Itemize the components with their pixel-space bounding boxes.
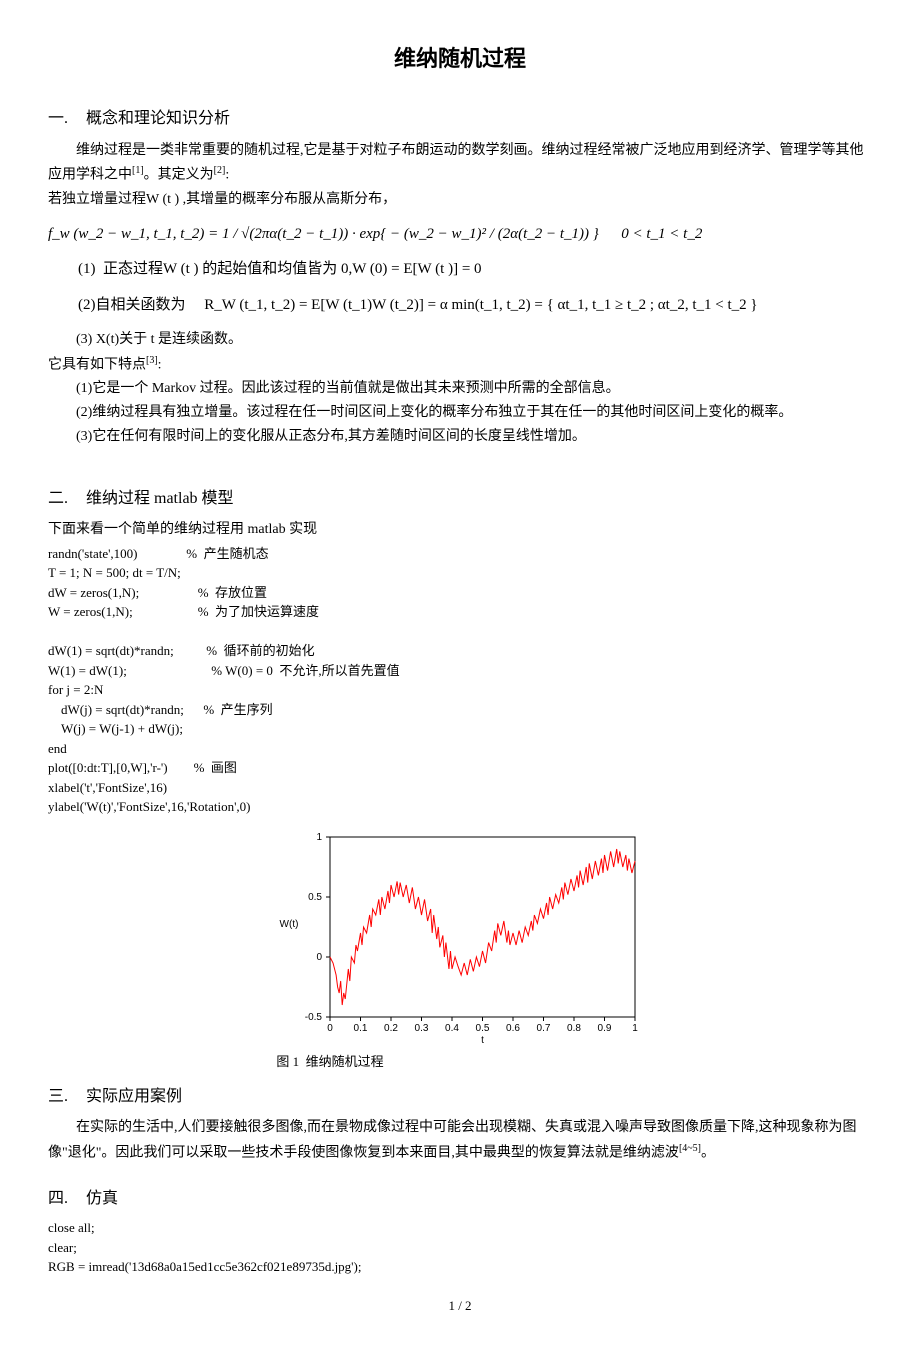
sec1-item3: (3) X(t)关于 t 是连续函数。: [48, 328, 872, 352]
ref-1: [1]: [132, 165, 144, 176]
svg-text:0.4: 0.4: [445, 1023, 459, 1034]
section-4-title: 仿真: [86, 1190, 118, 1207]
sec3-p1a: 在实际的生活中,人们要接触很多图像,而在景物成像过程中可能会出现模糊、失真或混入…: [48, 1120, 857, 1160]
sec3-p1b: 。: [701, 1145, 715, 1160]
figure-1-caption: 图 1 维纳随机过程: [48, 1051, 872, 1073]
section-1-num: 一.: [48, 105, 82, 132]
svg-text:1: 1: [632, 1023, 638, 1034]
wiener-chart: 0 0.1 0.2 0.3 0.4 0.5 0.6 0.7 0.8 0.9 1 -0.5 0 0.5 1 t W…: [48, 827, 872, 1047]
ref-2: [2]: [214, 165, 226, 176]
sec3-para1: 在实际的生活中,人们要接触很多图像,而在景物成像过程中可能会出现模糊、失真或混入…: [48, 1116, 872, 1165]
sec1-para1: 维纳过程是一类非常重要的随机过程,它是基于对粒子布朗运动的数学刻画。维纳过程经常…: [48, 139, 872, 188]
svg-text:0.2: 0.2: [384, 1023, 398, 1034]
sec1-para2: 若独立增量过程W (t ) ,其增量的概率分布服从高斯分布，: [48, 188, 872, 212]
matlab-code-2: close all; clear; RGB = imread('13d68a0a…: [48, 1218, 872, 1277]
sec1-feat3: (3)它在任何有限时间上的变化服从正态分布,其方差随时间区间的长度呈线性增加。: [48, 425, 872, 449]
svg-text:0.5: 0.5: [476, 1023, 490, 1034]
svg-text:1: 1: [316, 832, 322, 843]
section-4-num: 四.: [48, 1185, 82, 1212]
svg-text:-0.5: -0.5: [305, 1012, 323, 1023]
svg-text:0: 0: [316, 952, 322, 963]
section-2-heading: 二. 维纳过程 matlab 模型: [48, 485, 872, 512]
svg-text:0.9: 0.9: [598, 1023, 612, 1034]
page-number: 1 / 2: [48, 1295, 872, 1317]
sec1-p1c: :: [225, 168, 229, 183]
ref-3: [3]: [146, 355, 158, 366]
sec1-para3: 它具有如下特点[3]:: [48, 352, 872, 377]
svg-text:0.5: 0.5: [308, 892, 322, 903]
section-1-heading: 一. 概念和理论知识分析: [48, 105, 872, 132]
sec1-p3b: :: [158, 358, 162, 373]
svg-text:0.3: 0.3: [415, 1023, 429, 1034]
svg-text:0.1: 0.1: [354, 1023, 368, 1034]
svg-text:t: t: [481, 1035, 484, 1046]
section-3-heading: 三. 实际应用案例: [48, 1083, 872, 1110]
formula-density: f_w (w_2 − w_1, t_1, t_2) = 1 / √(2πα(t_…: [48, 222, 872, 248]
svg-text:0.6: 0.6: [506, 1023, 520, 1034]
sec1-item2: (2)自相关函数为 R_W (t_1, t_2) = E[W (t_1)W (t…: [48, 293, 872, 319]
sec1-p1b: 。其定义为: [144, 168, 214, 183]
svg-text:0.8: 0.8: [567, 1023, 581, 1034]
svg-text:W(t): W(t): [280, 919, 299, 930]
section-4-heading: 四. 仿真: [48, 1185, 872, 1212]
matlab-code-1: randn('state',100) % 产生随机态 T = 1; N = 50…: [48, 544, 872, 817]
section-1-title: 概念和理论知识分析: [86, 110, 230, 127]
section-3-title: 实际应用案例: [86, 1088, 182, 1105]
ref-4: [4~5]: [679, 1143, 701, 1154]
section-2-num: 二.: [48, 485, 82, 512]
sec1-feat2: (2)维纳过程具有独立增量。该过程在任一时间区间上变化的概率分布独立于其在任一的…: [48, 401, 872, 425]
sec1-p3a: 它具有如下特点: [48, 358, 146, 373]
page-title: 维纳随机过程: [48, 40, 872, 77]
sec2-intro: 下面来看一个简单的维纳过程用 matlab 实现: [48, 518, 872, 542]
section-2-title: 维纳过程 matlab 模型: [86, 490, 234, 507]
sec1-item1: (1) 正态过程W (t ) 的起始值和均值皆为 0,W (0) = E[W (…: [48, 257, 872, 283]
sec1-feat1: (1)它是一个 Markov 过程。因此该过程的当前值就是做出其未来预测中所需的…: [48, 377, 872, 401]
svg-text:0.7: 0.7: [537, 1023, 551, 1034]
section-3-num: 三.: [48, 1083, 82, 1110]
svg-text:0: 0: [327, 1023, 333, 1034]
